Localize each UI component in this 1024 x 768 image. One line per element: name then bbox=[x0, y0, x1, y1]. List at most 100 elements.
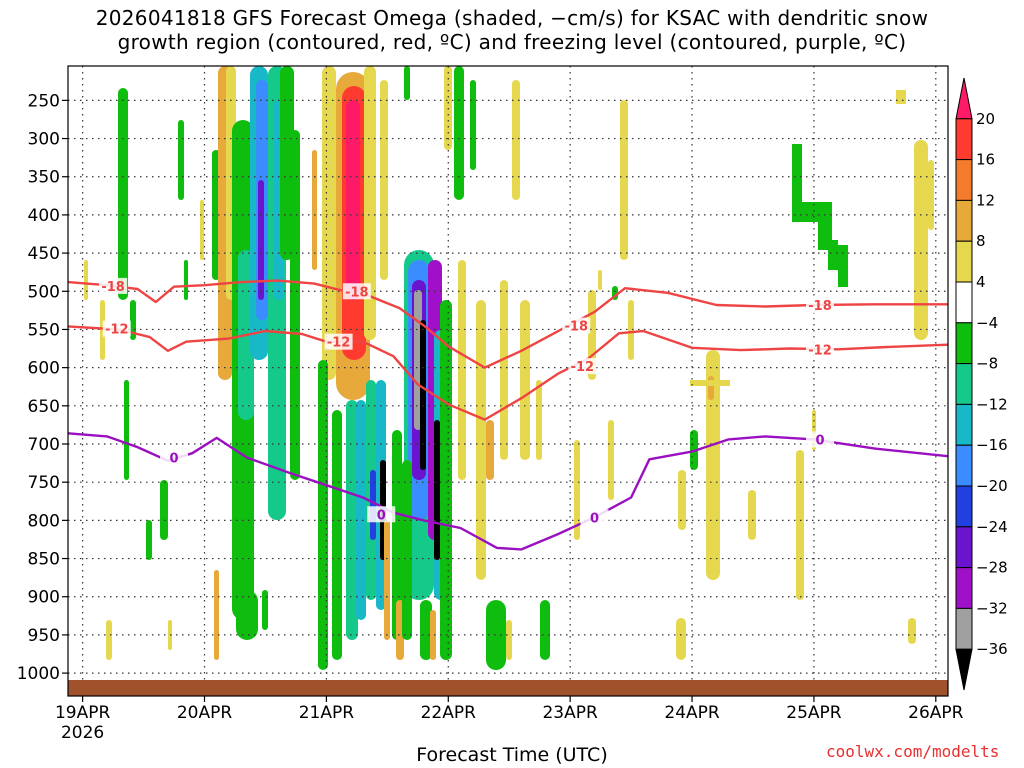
terrain-ground bbox=[68, 680, 948, 696]
contour-label: 0 bbox=[815, 433, 824, 448]
y-tick-label: 1000 bbox=[17, 664, 60, 684]
contour-label: -18 bbox=[101, 280, 125, 295]
colorbar-label: 12 bbox=[976, 191, 995, 209]
omega-shade-band bbox=[454, 66, 464, 200]
omega-shade-band bbox=[146, 520, 152, 560]
contour-label: 0 bbox=[377, 508, 386, 523]
x-tick-label: 20APR bbox=[177, 703, 233, 723]
y-tick-label: 550 bbox=[28, 320, 60, 340]
omega-shade-band bbox=[364, 66, 376, 340]
y-tick-label: 700 bbox=[28, 435, 60, 455]
chart-title: 2026041818 GFS Forecast Omega (shaded, −… bbox=[0, 6, 1024, 54]
plot-frame bbox=[67, 65, 949, 697]
omega-shade-band bbox=[708, 376, 714, 400]
omega-shade-band bbox=[574, 440, 580, 540]
x-tick-label: 25APR bbox=[786, 703, 842, 723]
contour-label-background bbox=[324, 333, 353, 350]
omega-shade-band bbox=[184, 260, 188, 300]
colorbar-swatch bbox=[955, 485, 973, 528]
contour-label: -18 bbox=[808, 299, 832, 314]
colorbar-label: 16 bbox=[976, 151, 995, 169]
y-tick-label: 450 bbox=[28, 244, 60, 264]
x-tick-label: 24APR bbox=[664, 703, 720, 723]
contour-label: -12 bbox=[571, 360, 595, 375]
omega-shade-band bbox=[214, 570, 219, 660]
omega-shade-band bbox=[620, 100, 628, 260]
colorbar-label: −24 bbox=[976, 518, 1008, 536]
colorbar-swatch bbox=[955, 240, 973, 283]
omega-shade-band bbox=[322, 66, 336, 380]
contour-line bbox=[68, 279, 948, 369]
x-axis-label: Forecast Time (UTC) bbox=[416, 744, 608, 766]
contour-label-background bbox=[160, 449, 189, 466]
omega-shade-band bbox=[476, 300, 486, 580]
omega-shade-band bbox=[420, 320, 426, 470]
omega-shade-band bbox=[470, 80, 476, 170]
colorbar-swatch bbox=[955, 526, 973, 569]
colorbar-swatch bbox=[955, 281, 973, 324]
colorbar-label: −4 bbox=[976, 314, 998, 332]
contour-label-background bbox=[806, 431, 835, 448]
omega-shade-band bbox=[384, 520, 390, 640]
contour-label-background bbox=[99, 277, 128, 294]
y-tick-label: 650 bbox=[28, 397, 60, 417]
omega-shade-band bbox=[818, 202, 832, 250]
omega-shade-band bbox=[838, 245, 848, 287]
omega-shade-band bbox=[258, 180, 264, 300]
omega-shade-band bbox=[608, 420, 614, 500]
colorbar-swatch bbox=[955, 363, 973, 405]
x-tick-label: 22APR bbox=[421, 703, 477, 723]
omega-shade-band bbox=[908, 618, 916, 644]
colorbar-label: 20 bbox=[976, 110, 995, 128]
colorbar-swatch bbox=[955, 444, 973, 487]
omega-shade-band bbox=[318, 360, 328, 670]
colorbar-swatch bbox=[955, 118, 973, 161]
omega-shade-band bbox=[312, 150, 317, 270]
omega-shade-band bbox=[118, 88, 128, 300]
omega-shade-band bbox=[402, 460, 412, 640]
colorbar-bottom-triangle bbox=[955, 648, 973, 691]
omega-shade-band bbox=[290, 130, 300, 480]
y-tick-label: 400 bbox=[28, 206, 60, 226]
omega-shade-band bbox=[540, 600, 550, 660]
omega-shade-band bbox=[520, 300, 530, 460]
colorbar-label: 4 bbox=[976, 273, 986, 291]
omega-shade-band bbox=[678, 470, 686, 530]
y-tick-label: 750 bbox=[28, 473, 60, 493]
omega-shade-band bbox=[332, 410, 342, 660]
x-tick-label: 26APR bbox=[908, 703, 964, 723]
omega-shade-band bbox=[796, 450, 804, 600]
colorbar-label: 8 bbox=[976, 232, 986, 250]
grid-lines bbox=[68, 66, 948, 696]
omega-shade-band bbox=[370, 470, 376, 540]
omega-shade-band bbox=[706, 350, 720, 580]
y-tick-label: 250 bbox=[28, 91, 60, 111]
omega-shade-band bbox=[536, 380, 542, 460]
contour-label: -12 bbox=[808, 343, 832, 358]
colorbar-swatch bbox=[955, 403, 973, 446]
colorbar-label: −36 bbox=[976, 640, 1008, 658]
contour-label: -12 bbox=[105, 323, 129, 338]
contour-label-background bbox=[806, 341, 835, 358]
contour-label: -18 bbox=[345, 285, 369, 300]
omega-shade-band bbox=[748, 490, 756, 540]
y-tick-label: 300 bbox=[28, 130, 60, 150]
colorbar-top-triangle bbox=[955, 77, 973, 120]
omega-shade-band bbox=[440, 300, 452, 660]
omega-shade-band bbox=[896, 90, 906, 104]
omega-shade-band bbox=[404, 66, 410, 100]
contour-line bbox=[68, 325, 948, 421]
omega-shade-band bbox=[792, 144, 802, 222]
omega-shade-band bbox=[928, 160, 934, 230]
omega-shade-band bbox=[346, 400, 358, 640]
omega-shade-band bbox=[828, 240, 838, 270]
omega-shade-band bbox=[356, 400, 366, 620]
credit-link[interactable]: coolwx.com/modelts bbox=[826, 742, 1000, 761]
omega-shade-band bbox=[346, 100, 360, 300]
omega-shade-band bbox=[430, 610, 436, 660]
colorbar-swatch bbox=[955, 199, 973, 242]
contour-label: -12 bbox=[327, 336, 351, 351]
contour-lines: -18 -18 -18 -18 -12 -12 -12 -12 0 0 0 0 bbox=[68, 277, 948, 551]
